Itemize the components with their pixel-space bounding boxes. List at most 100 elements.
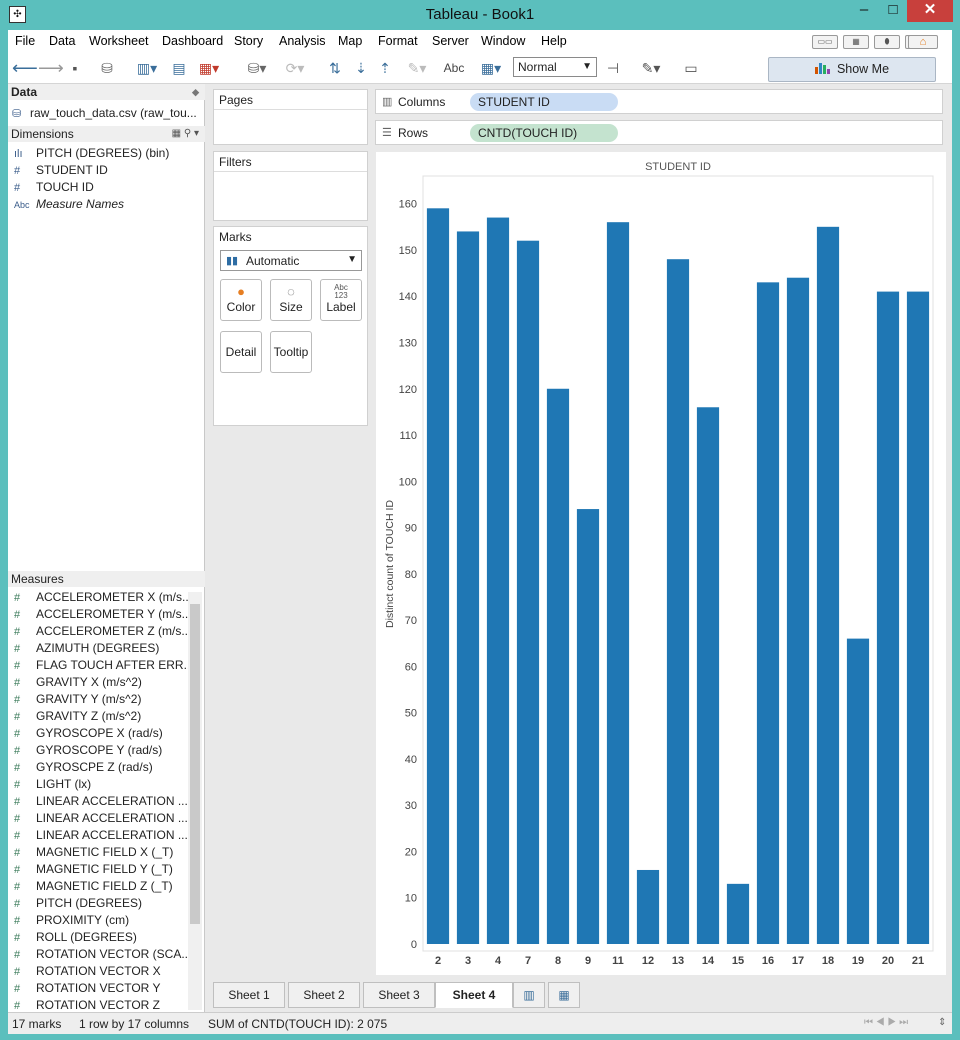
datasource-view-icon[interactable]: ⬮ [874,35,900,49]
menu-format[interactable]: Format [378,34,418,48]
collapse-icon[interactable]: ◆ [192,87,199,97]
refresh-icon[interactable]: ⟳▾ [285,60,305,76]
menu-server[interactable]: Server [432,34,469,48]
close-button[interactable]: ✕ [907,0,953,22]
measure-item[interactable]: # FLAG TOUCH AFTER ERR... [14,657,189,674]
menu-window[interactable]: Window [481,34,526,48]
columns-shelf[interactable]: ▥ Columns STUDENT ID [375,89,943,114]
bar[interactable] [726,883,750,944]
pages-card[interactable]: Pages [213,89,368,145]
sort-ascending-icon[interactable]: ⇣ [355,60,367,76]
measure-item[interactable]: # LINEAR ACCELERATION ... [14,827,189,844]
status-chevron-icon[interactable]: ⇕ [938,1017,947,1028]
dimension-item[interactable]: Abc Measure Names [14,196,189,213]
dimension-item[interactable]: # STUDENT ID [14,162,189,179]
sheet-nav-icon[interactable]: ⏮ ◀ ▶ ⏭ [864,1017,909,1028]
measure-item[interactable]: # ROLL (DEGREES) [14,929,189,946]
measure-item[interactable]: # PITCH (DEGREES) [14,895,189,912]
menu-map[interactable]: Map [338,34,363,48]
measure-item[interactable]: # ROTATION VECTOR X [14,963,189,980]
bar[interactable] [906,291,930,944]
rows-shelf[interactable]: ☰ Rows CNTD(TOUCH ID) [375,120,943,145]
measure-item[interactable]: # GRAVITY Y (m/s^2) [14,691,189,708]
bar[interactable] [756,282,780,944]
fix-axes-icon[interactable]: ⊣ [606,60,620,76]
columns-pill[interactable]: STUDENT ID [470,93,618,111]
fit-width-icon[interactable]: ▦▾ [480,60,502,76]
menu-analysis[interactable]: Analysis [279,34,326,48]
bar[interactable] [816,226,840,944]
measure-item[interactable]: # GRAVITY Z (m/s^2) [14,708,189,725]
menu-dashboard[interactable]: Dashboard [162,34,224,48]
bar[interactable] [846,638,870,944]
tab-sheet-3[interactable]: Sheet 3 [363,982,435,1008]
bar[interactable] [516,240,540,945]
menu-help[interactable]: Help [541,34,567,48]
swap-icon[interactable]: ⇅ [329,60,341,76]
bar[interactable] [666,259,690,945]
size-button[interactable]: ◌ Size [270,279,312,321]
presentation-view-icon[interactable]: ▭▭ [812,35,838,49]
new-worksheet-icon[interactable]: ▥▾ [136,60,158,76]
back-icon[interactable]: ⟵ [12,58,38,78]
bar[interactable] [876,291,900,944]
new-datasource-icon[interactable]: ⛁ [101,60,113,76]
minimize-button[interactable]: – [859,1,869,18]
datasource-item[interactable]: ⛁ raw_touch_data.csv (raw_tou... [12,105,202,122]
dimension-item[interactable]: # TOUCH ID [14,179,189,196]
measure-item[interactable]: # GYROSCPE Z (rad/s) [14,759,189,776]
measure-item[interactable]: # AZIMUTH (DEGREES) [14,640,189,657]
bar[interactable] [786,277,810,944]
tab-sheet-4[interactable]: Sheet 4 [435,982,513,1008]
color-button[interactable]: ● Color [220,279,262,321]
scrollbar-thumb[interactable] [190,604,200,924]
pause-updates-icon[interactable]: ⛁▾ [247,60,267,76]
grid-view-icon[interactable]: ▦ [843,35,869,49]
measure-item[interactable]: # ACCELEROMETER X (m/s... [14,589,189,606]
tab-sheet-2[interactable]: Sheet 2 [288,982,360,1008]
save-icon[interactable]: ▪ [72,60,78,76]
measure-item[interactable]: # GYROSCOPE X (rad/s) [14,725,189,742]
duplicate-sheet-icon[interactable]: ▤ [172,60,186,76]
presentation-mode-icon[interactable]: ▭ [684,60,698,76]
measure-item[interactable]: # ROTATION VECTOR (SCA... [14,946,189,963]
forward-icon[interactable]: ⟶ [38,58,64,78]
rows-pill[interactable]: CNTD(TOUCH ID) [470,124,618,142]
bar[interactable] [486,217,510,944]
sort-descending-icon[interactable]: ⇡ [379,60,391,76]
bar[interactable] [456,231,480,944]
measure-item[interactable]: # GYROSCOPE Y (rad/s) [14,742,189,759]
bar[interactable] [636,869,660,944]
menu-story[interactable]: Story [234,34,264,48]
mark-type-select[interactable]: ▮▮ Automatic ▼ [220,250,362,271]
annotate-icon[interactable]: ✎▾ [641,60,661,76]
home-icon[interactable]: ⌂ [908,35,938,49]
measure-item[interactable]: # GRAVITY X (m/s^2) [14,674,189,691]
tableau-app-icon[interactable]: ✣ [9,6,26,23]
filters-card[interactable]: Filters [213,151,368,221]
bar[interactable] [696,407,720,944]
fit-select[interactable]: Normal ▼ [513,57,597,77]
measure-item[interactable]: # ROTATION VECTOR Y [14,980,189,997]
measure-item[interactable]: # MAGNETIC FIELD X (_T) [14,844,189,861]
clear-sheet-icon[interactable]: ▦▾ [198,60,220,76]
bar-chart[interactable]: STUDENT ID Distinct count of TOUCH ID 0 1… [376,152,946,975]
measure-item[interactable]: # LINEAR ACCELERATION ... [14,793,189,810]
show-me-button[interactable]: Show Me [768,57,936,82]
measures-scrollbar[interactable] [188,592,202,1010]
measure-item[interactable]: # ACCELEROMETER Y (m/s... [14,606,189,623]
bar[interactable] [426,208,450,944]
menu-data[interactable]: Data [49,34,76,48]
bar[interactable] [546,388,570,944]
measure-item[interactable]: # LIGHT (lx) [14,776,189,793]
bar[interactable] [606,222,630,945]
measure-item[interactable]: # LINEAR ACCELERATION ... [14,810,189,827]
measure-item[interactable]: # ROTATION VECTOR Z [14,997,189,1014]
tooltip-button[interactable]: Tooltip [270,331,312,373]
show-labels-button[interactable]: Abc [443,61,465,75]
label-button[interactable]: Abc 123 Label [320,279,362,321]
measure-item[interactable]: # PROXIMITY (cm) [14,912,189,929]
viz-canvas[interactable]: STUDENT ID Distinct count of TOUCH ID 0 1… [376,152,946,975]
bar[interactable] [576,509,600,944]
dimension-item[interactable]: ılı PITCH (DEGREES) (bin) [14,145,189,162]
